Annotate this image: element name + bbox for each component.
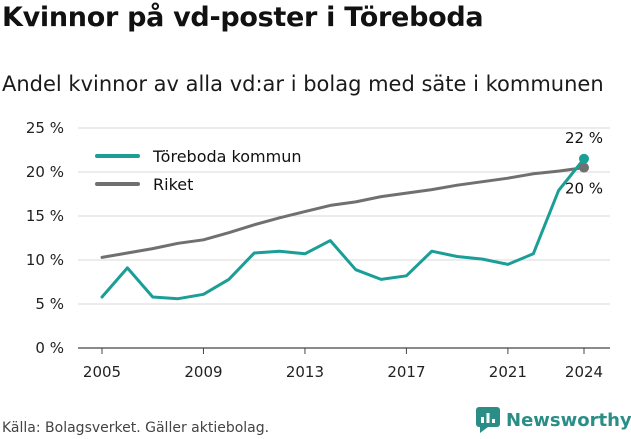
- riket-end-point: [579, 162, 589, 173]
- toreboda-line: [100, 157, 586, 301]
- line-chart: 0 % 5 % 10 % 15 % 20 % 25 % 2005 2009 2013 2017 20…: [26, 119, 610, 381]
- riket-end-label: 20 %: [565, 180, 603, 198]
- x-tick-label: 2005: [83, 363, 121, 381]
- legend-label-riket: Riket: [153, 175, 193, 194]
- x-tick-label: 2021: [489, 363, 527, 381]
- y-tick-label: 15 %: [26, 207, 64, 225]
- y-tick-label: 10 %: [26, 251, 64, 269]
- riket-line: [100, 166, 586, 259]
- y-tick-label: 20 %: [26, 163, 64, 181]
- x-tick-label: 2009: [184, 363, 222, 381]
- y-tick-label: 5 %: [35, 295, 64, 313]
- source-note: Källa: Bolagsverket. Gäller aktiebolag.: [2, 420, 270, 436]
- toreboda-end-point: [579, 153, 589, 164]
- y-tick-label: 25 %: [26, 119, 64, 137]
- x-tick-label: 2017: [387, 363, 425, 381]
- chart-subtitle: Andel kvinnor av alla vd:ar i bolag med …: [2, 72, 604, 96]
- toreboda-end-label: 22 %: [565, 129, 603, 147]
- chart-title: Kvinnor på vd-poster i Töreboda: [2, 2, 484, 33]
- x-tick-label: 2013: [286, 363, 324, 381]
- newsworthy-logo: Newsworthy: [476, 407, 631, 433]
- y-tick-label: 0 %: [35, 339, 64, 357]
- x-tick-label: 2024: [565, 363, 603, 381]
- brand-name: Newsworthy: [506, 409, 631, 431]
- newsworthy-icon: [476, 407, 500, 433]
- legend-label-toreboda: Töreboda kommun: [152, 147, 301, 166]
